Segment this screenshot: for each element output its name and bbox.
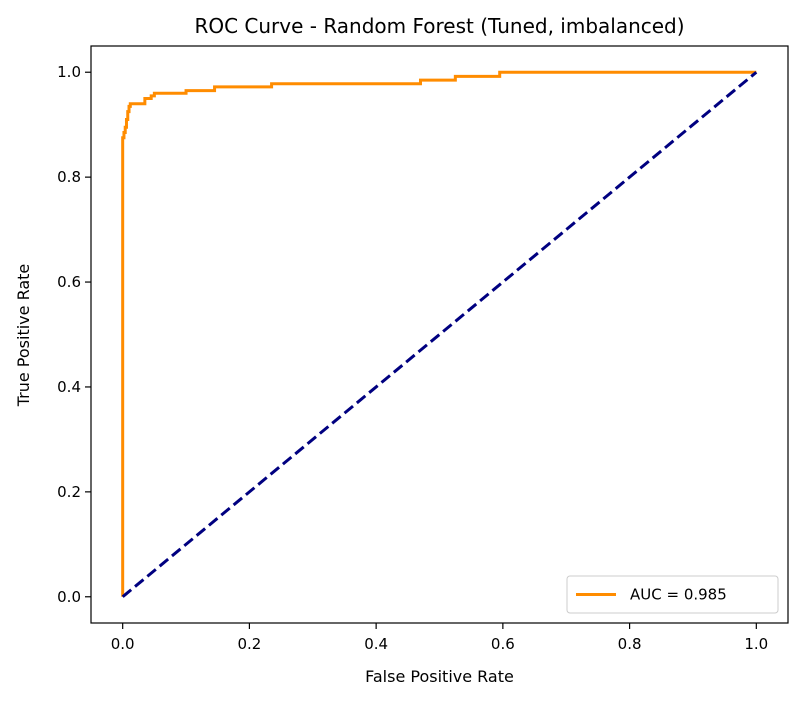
x-tick-label: 1.0: [744, 635, 768, 653]
roc-curve-line: [121, 70, 757, 597]
plot-frame: [90, 45, 789, 624]
chart-title: ROC Curve - Random Forest (Tuned, imbala…: [194, 14, 684, 38]
x-axis-label: False Positive Rate: [365, 667, 514, 686]
y-tick-label: 1.0: [57, 63, 81, 81]
x-tick-label: 0.0: [111, 635, 135, 653]
y-tick-label: 0.8: [57, 168, 81, 186]
x-tick-label: 0.4: [364, 635, 388, 653]
y-axis-label: True Positive Rate: [14, 264, 33, 408]
y-tick-label: 0.6: [57, 273, 81, 291]
legend-label: AUC = 0.985: [630, 586, 727, 604]
y-tick-label: 0.0: [57, 588, 81, 606]
y-tick-label: 0.4: [57, 378, 81, 396]
legend-box: [566, 575, 779, 614]
x-tick-label: 0.8: [618, 635, 642, 653]
x-tick-label: 0.2: [237, 635, 261, 653]
chance-diagonal-line: [121, 71, 758, 598]
y-tick-label: 0.2: [57, 483, 81, 501]
x-tick-label: 0.6: [491, 635, 515, 653]
plot-area: 0.0 0.2 0.4 0.6 0.8 1.0 0.0 0.2 0.4 0.6 0.8 1.0 AUC …: [57, 45, 789, 653]
